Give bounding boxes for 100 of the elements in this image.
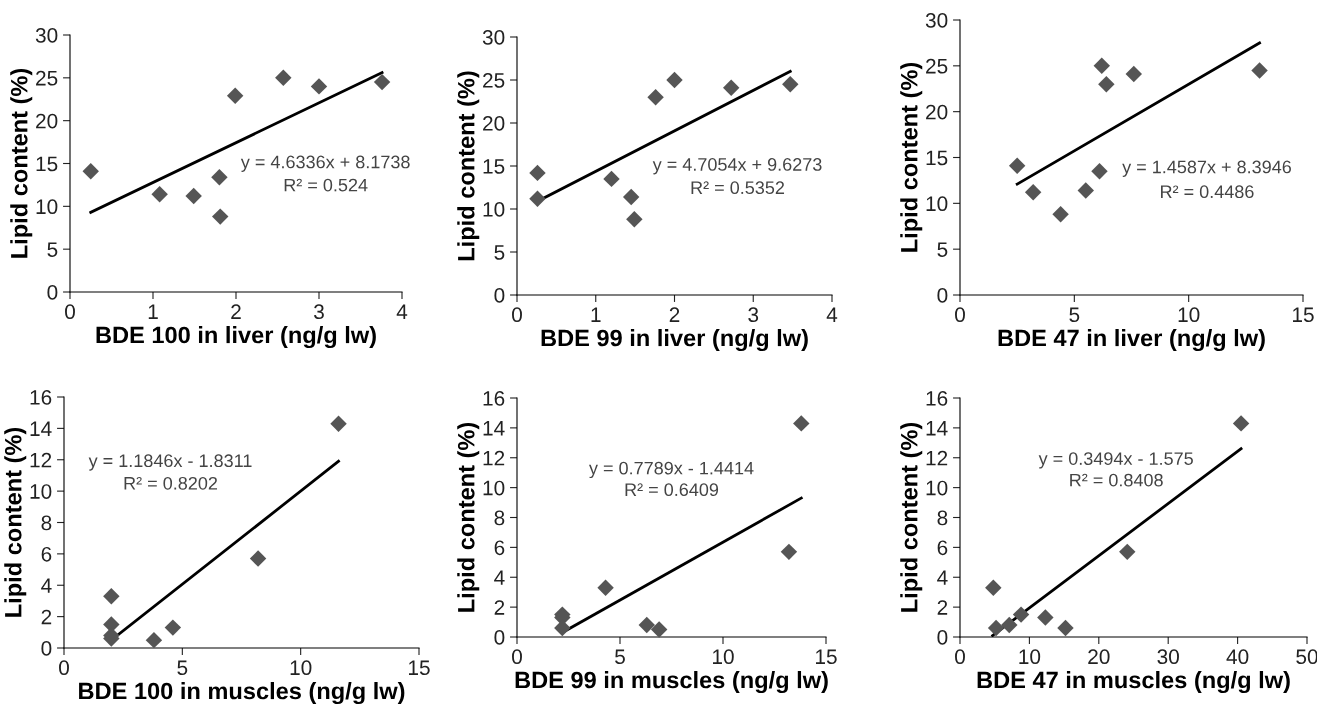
annotation: R² = 0.6409 — [625, 483, 719, 497]
point — [666, 71, 683, 89]
y-tick-label: 25 — [36, 70, 58, 86]
x-axis-title: BDE 100 in muscles (ng/g lw) — [79, 682, 405, 705]
point — [145, 631, 163, 649]
point — [1093, 57, 1110, 75]
y-tick-label: 10 — [483, 480, 505, 496]
x-tick-label: 0 — [955, 307, 965, 323]
x-axis-title: BDE 100 in liver (ng/g lw) — [96, 326, 376, 349]
y-tick-label: 4 — [937, 570, 948, 585]
y-tick-label: 30 — [925, 13, 948, 28]
annotation: R² = 0.8202 — [124, 476, 218, 490]
y-tick-label: 16 — [483, 391, 505, 406]
y-tick-label: 0 — [47, 285, 58, 300]
y-axis-title: Lipid content (%) — [900, 62, 923, 252]
y-tick-label: 25 — [483, 73, 505, 88]
y-tick-label: 20 — [926, 104, 948, 120]
point — [626, 211, 643, 228]
point — [1037, 609, 1054, 626]
x-tick-label: 1 — [591, 307, 601, 322]
y-tick-label: 10 — [36, 199, 58, 215]
y-tick-label: 5 — [494, 245, 505, 260]
y-tick-label: 4 — [494, 570, 505, 585]
x-tick-label: 10 — [1019, 649, 1041, 665]
y-tick-label: 8 — [41, 515, 52, 531]
point — [987, 619, 1005, 637]
y-tick-label: 14 — [483, 421, 505, 436]
x-tick-label: 50 — [1296, 649, 1317, 665]
y-tick-label: 6 — [494, 540, 505, 556]
x-tick-label: 20 — [1088, 649, 1110, 665]
x-axis-title: BDE 47 in liver (ng/g lw) — [998, 329, 1265, 352]
point — [1012, 606, 1030, 623]
point — [1091, 163, 1108, 180]
point — [1251, 62, 1268, 79]
point — [103, 588, 120, 605]
y-tick-label: 5 — [937, 242, 948, 257]
y-tick-label: 4 — [41, 578, 52, 593]
x-tick-label: 0 — [512, 307, 522, 323]
annotation: R² = 0.4486 — [1161, 185, 1254, 199]
y-tick-label: 6 — [41, 546, 52, 562]
y-tick-label: 8 — [937, 510, 948, 526]
point — [1098, 75, 1115, 93]
y-tick-label: 15 — [483, 159, 505, 174]
y-tick-label: 10 — [926, 480, 948, 496]
y-tick-label: 2 — [494, 600, 505, 615]
y-axis-title: Lipid content (%) — [10, 68, 33, 258]
y-axis-title: Lipid content (%) — [457, 422, 480, 612]
x-tick-label: 2 — [231, 304, 241, 319]
y-tick-label: 2 — [41, 609, 52, 625]
annotation: y = 4.7054x + 9.6273 — [652, 158, 822, 175]
x-tick-label: 15 — [1293, 307, 1314, 323]
y-tick-label: 0 — [937, 630, 948, 645]
x-tick-label: 10 — [290, 660, 312, 676]
y-tick-label: 10 — [30, 484, 52, 499]
point — [249, 550, 267, 567]
x-tick-label: 15 — [816, 649, 837, 665]
point — [638, 616, 655, 634]
annotation: R² = 0.8408 — [1070, 473, 1163, 487]
point — [373, 73, 391, 91]
y-tick-label: 5 — [47, 242, 58, 257]
y-tick-label: 25 — [926, 58, 948, 74]
x-axis-title: BDE 99 in muscles (ng/g lw) — [515, 671, 828, 694]
y-tick-label: 12 — [483, 450, 505, 466]
point — [226, 87, 244, 105]
y-axis-title: Lipid content (%) — [900, 422, 923, 612]
point — [1232, 415, 1250, 432]
x-tick-label: 0 — [512, 649, 522, 665]
point — [330, 415, 347, 432]
point — [529, 190, 546, 207]
point — [529, 164, 546, 182]
x-tick-label: 3 — [314, 304, 324, 320]
point — [647, 88, 664, 106]
point — [622, 188, 640, 206]
y-tick-label: 20 — [483, 116, 505, 131]
y-tick-label: 6 — [937, 540, 948, 556]
x-tick-label: 0 — [955, 649, 965, 665]
point — [1125, 65, 1142, 83]
x-tick-label: 10 — [713, 649, 734, 665]
y-tick-label: 30 — [35, 28, 58, 43]
annotation: y = 1.4587x + 8.3946 — [1122, 160, 1291, 177]
x-tick-label: 5 — [615, 649, 625, 665]
y-tick-label: 0 — [494, 288, 505, 303]
y-tick-label: 8 — [494, 510, 505, 526]
x-tick-label: 0 — [65, 304, 75, 320]
x-axis-title: BDE 47 in muscles (ng/g lw) — [977, 671, 1290, 694]
point — [793, 415, 810, 432]
point — [1024, 184, 1042, 201]
y-tick-label: 0 — [494, 630, 505, 645]
annotation: y = 0.7789x - 1.4414 — [588, 461, 754, 479]
y-tick-label: 10 — [483, 202, 505, 217]
x-tick-label: 30 — [1157, 649, 1179, 665]
x-tick-label: 2 — [669, 307, 680, 322]
y-tick-label: 15 — [36, 156, 58, 172]
y-tick-label: 30 — [482, 30, 505, 45]
annotation: y = 1.1846x - 1.8311 — [88, 454, 252, 471]
point — [1052, 206, 1069, 223]
y-tick-label: 15 — [926, 150, 948, 166]
y-axis-title: Lipid content (%) — [4, 427, 27, 617]
y-tick-label: 0 — [937, 288, 948, 303]
point — [1001, 616, 1018, 634]
